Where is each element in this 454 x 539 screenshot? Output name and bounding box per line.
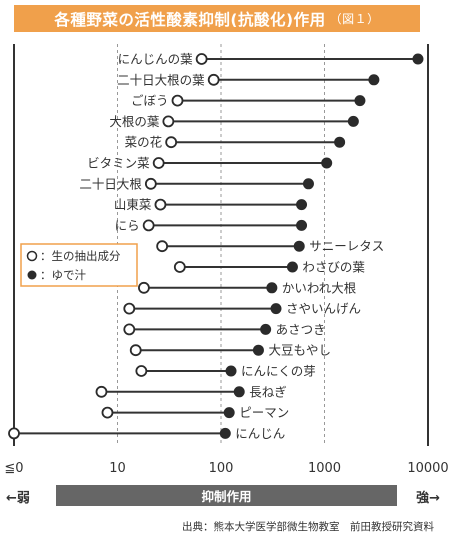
boiled-point xyxy=(219,427,231,439)
x-tick-label: 1000 xyxy=(308,461,341,476)
boiled-point xyxy=(321,157,333,169)
raw-point xyxy=(123,302,136,315)
boiled-point xyxy=(270,303,282,315)
category-label: 山東菜 xyxy=(114,197,152,212)
boiled-point xyxy=(223,407,235,419)
boiled-point xyxy=(293,240,305,252)
raw-point xyxy=(162,115,175,128)
x-tick-label: 10 xyxy=(109,461,126,476)
raw-point xyxy=(152,157,165,169)
boiled-point xyxy=(347,115,359,127)
boiled-point xyxy=(266,282,278,294)
category-label: かいわれ大根 xyxy=(282,280,357,295)
category-label: ごぼう xyxy=(131,93,169,108)
category-label: 二十日大根 xyxy=(79,176,142,191)
raw-point xyxy=(156,240,169,253)
legend-boiled-marker xyxy=(27,270,37,280)
category-label: サニーレタス xyxy=(309,239,384,254)
strength-bar-label: 抑制作用 xyxy=(201,489,252,504)
category-label: にんじんの葉 xyxy=(118,52,194,67)
raw-point xyxy=(8,427,20,440)
category-label: にんにくの芽 xyxy=(241,364,316,379)
category-label: 菜の花 xyxy=(125,135,163,150)
chart-title: 各種野菜の活性酸素抑制(抗酸化)作用 xyxy=(54,10,326,29)
weak-arrow-label: ←弱 xyxy=(6,491,30,506)
boiled-point xyxy=(252,344,264,356)
category-label: 二十日大根の葉 xyxy=(117,72,205,87)
boiled-point xyxy=(334,136,346,148)
raw-point xyxy=(129,344,142,357)
raw-point xyxy=(101,406,114,419)
category-label: 長ねぎ xyxy=(249,384,287,399)
strength-indicator: ←弱 抑制作用 強→ xyxy=(0,485,454,507)
raw-point xyxy=(138,281,150,294)
boiled-point xyxy=(296,199,308,211)
raw-point xyxy=(173,261,186,273)
raw-point xyxy=(142,219,155,232)
raw-point xyxy=(95,385,108,398)
category-label: 大根の葉 xyxy=(109,114,160,129)
legend-raw-marker xyxy=(26,250,38,262)
raw-point xyxy=(154,198,167,211)
x-tick-label: ≦0 xyxy=(4,461,23,476)
x-tick-label: 100 xyxy=(209,461,234,476)
legend-raw-label: ：生の抽出成分 xyxy=(40,249,121,263)
boiled-point xyxy=(233,386,245,398)
raw-point xyxy=(165,136,178,149)
chart-title-bar: 各種野菜の活性酸素抑制(抗酸化)作用 （図１） xyxy=(14,5,420,32)
category-label: さやいんげん xyxy=(286,301,361,316)
boiled-point xyxy=(302,178,314,190)
raw-point xyxy=(135,365,148,377)
raw-point xyxy=(171,94,184,107)
figure-number: （図１） xyxy=(329,12,380,26)
boiled-point xyxy=(354,95,366,107)
category-label: にんじん xyxy=(235,426,285,441)
raw-point xyxy=(144,177,157,190)
category-label: あさつき xyxy=(276,322,326,337)
boiled-point xyxy=(225,365,237,377)
boiled-point xyxy=(296,219,308,231)
raw-point xyxy=(207,73,220,86)
raw-point xyxy=(195,53,208,65)
category-label: にら xyxy=(115,218,140,233)
strong-arrow-label: 強→ xyxy=(416,491,440,506)
category-label: ビタミン菜 xyxy=(87,156,150,171)
boiled-point xyxy=(412,53,424,65)
category-label: ピーマン xyxy=(239,405,289,420)
strength-bar: 抑制作用 xyxy=(56,485,397,506)
raw-point xyxy=(123,323,136,336)
x-tick-label: 10000 xyxy=(407,461,448,476)
boiled-point xyxy=(286,261,298,273)
boiled-point xyxy=(260,323,272,335)
source-note: 出典：熊本大学医学部微生物教室 前田教授研究資料 xyxy=(182,521,434,533)
category-label: 大豆もやし xyxy=(268,343,331,358)
boiled-point xyxy=(368,74,380,86)
legend-box xyxy=(20,243,138,287)
legend-boiled-label: ：ゆで汁 xyxy=(40,268,86,282)
category-label: わさびの葉 xyxy=(302,260,365,275)
